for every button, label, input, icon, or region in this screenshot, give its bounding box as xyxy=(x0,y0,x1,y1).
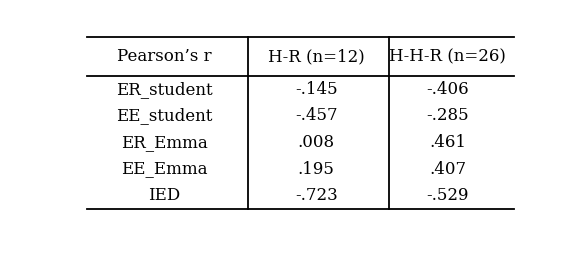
Text: EE_student: EE_student xyxy=(116,107,212,124)
Text: -.457: -.457 xyxy=(295,107,338,124)
Text: -.723: -.723 xyxy=(295,187,338,204)
Text: .407: .407 xyxy=(430,161,466,178)
Text: H-R (n=12): H-R (n=12) xyxy=(268,48,364,65)
Text: EE_Emma: EE_Emma xyxy=(121,161,207,178)
Text: .461: .461 xyxy=(430,134,466,151)
Text: Pearson’s r: Pearson’s r xyxy=(117,48,212,65)
Text: -.529: -.529 xyxy=(427,187,469,204)
Text: ER_student: ER_student xyxy=(116,81,212,98)
Text: H-H-R (n=26): H-H-R (n=26) xyxy=(390,48,506,65)
Text: ER_Emma: ER_Emma xyxy=(121,134,207,151)
Text: .195: .195 xyxy=(298,161,335,178)
Text: -.406: -.406 xyxy=(427,81,469,98)
Text: -.145: -.145 xyxy=(295,81,338,98)
Text: .008: .008 xyxy=(298,134,335,151)
Text: IED: IED xyxy=(148,187,180,204)
Text: -.285: -.285 xyxy=(427,107,469,124)
